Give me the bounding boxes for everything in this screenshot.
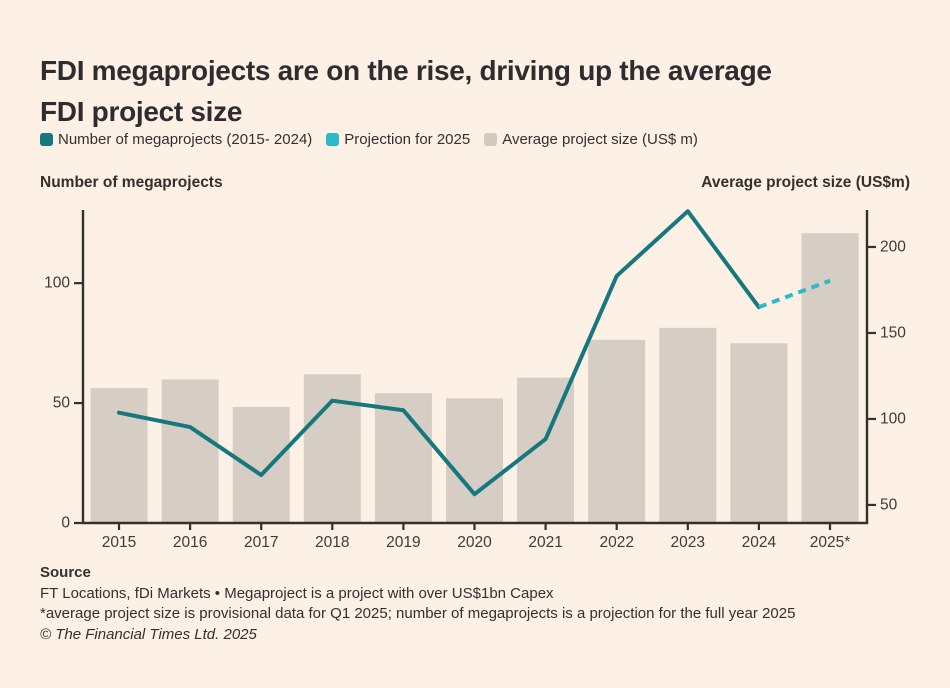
left-axis-title: Number of megaprojects <box>40 174 223 191</box>
right-tick-label-50: 50 <box>880 496 898 513</box>
chart-plot-area: 0 50 100 50 100 150 200 2015 2016 2017 2018 2019 202… <box>44 209 906 551</box>
right-tick-label-150: 150 <box>880 324 906 341</box>
legend-label-avg-size: Average project size (US$ m) <box>502 131 698 148</box>
bar-2023 <box>659 327 717 523</box>
left-tick-label-0: 0 <box>61 515 70 532</box>
x-tick-label-2018: 2018 <box>315 534 349 551</box>
x-tick-label-2020: 2020 <box>457 534 492 551</box>
x-tick-label-2022: 2022 <box>599 534 633 551</box>
bar-2021 <box>517 377 575 523</box>
axis-titles-row: Number of megaprojects Average project s… <box>40 174 910 192</box>
right-tick-label-200: 200 <box>880 238 906 255</box>
source-label: Source <box>40 564 91 581</box>
right-axis-title: Average project size (US$m) <box>701 174 910 191</box>
x-tick-label-2025*: 2025* <box>810 534 851 551</box>
legend: Number of megaprojects (2015- 2024) Proj… <box>40 131 698 148</box>
footer: Source FT Locations, fDi Markets • Megap… <box>40 563 920 645</box>
bar-2024 <box>730 343 788 523</box>
legend-swatch-megaprojects-icon <box>40 133 53 146</box>
chart-title-line-1: FDI megaprojects are on the rise, drivin… <box>40 54 772 86</box>
x-tick-label-2017: 2017 <box>244 534 278 551</box>
chart-title: FDI megaprojects are on the rise, drivin… <box>40 50 925 132</box>
bar-2019 <box>374 393 432 523</box>
x-tick-label-2021: 2021 <box>528 534 562 551</box>
legend-label-megaprojects: Number of megaprojects (2015- 2024) <box>58 131 313 148</box>
bar-2022 <box>588 339 646 523</box>
legend-swatch-avg-size-icon <box>484 133 498 146</box>
x-tick-label-2016: 2016 <box>173 534 207 551</box>
chart-title-line-2: FDI project size <box>40 95 243 127</box>
x-tick-label-2024: 2024 <box>742 534 777 551</box>
legend-label-projection: Projection for 2025 <box>344 131 471 148</box>
x-tick-label-2015: 2015 <box>102 534 136 551</box>
bar-2018 <box>303 374 361 523</box>
x-tick-label-2023: 2023 <box>671 534 705 551</box>
footnote-text: *average project size is provisional dat… <box>40 605 796 622</box>
x-tick-label-2019: 2019 <box>386 534 420 551</box>
legend-item-megaprojects: Number of megaprojects (2015- 2024) <box>40 131 312 148</box>
bar-2016 <box>161 379 219 523</box>
projection-line <box>758 278 831 310</box>
bar-2025* <box>801 233 859 523</box>
legend-swatch-projection-icon <box>326 133 340 146</box>
bar-2020 <box>446 398 503 523</box>
left-tick-label-100: 100 <box>44 275 70 292</box>
megaprojects-line <box>117 209 761 497</box>
bar-2017 <box>232 406 290 523</box>
right-tick-label-100: 100 <box>880 410 906 427</box>
legend-item-avg-size: Average project size (US$ m) <box>484 131 698 148</box>
legend-item-projection: Projection for 2025 <box>326 131 470 148</box>
source-text: FT Locations, fDi Markets • Megaproject … <box>40 584 554 602</box>
left-tick-label-50: 50 <box>53 395 71 412</box>
copyright-text: © The Financial Times Ltd. 2025 <box>40 625 257 643</box>
bar-2015 <box>90 387 148 523</box>
